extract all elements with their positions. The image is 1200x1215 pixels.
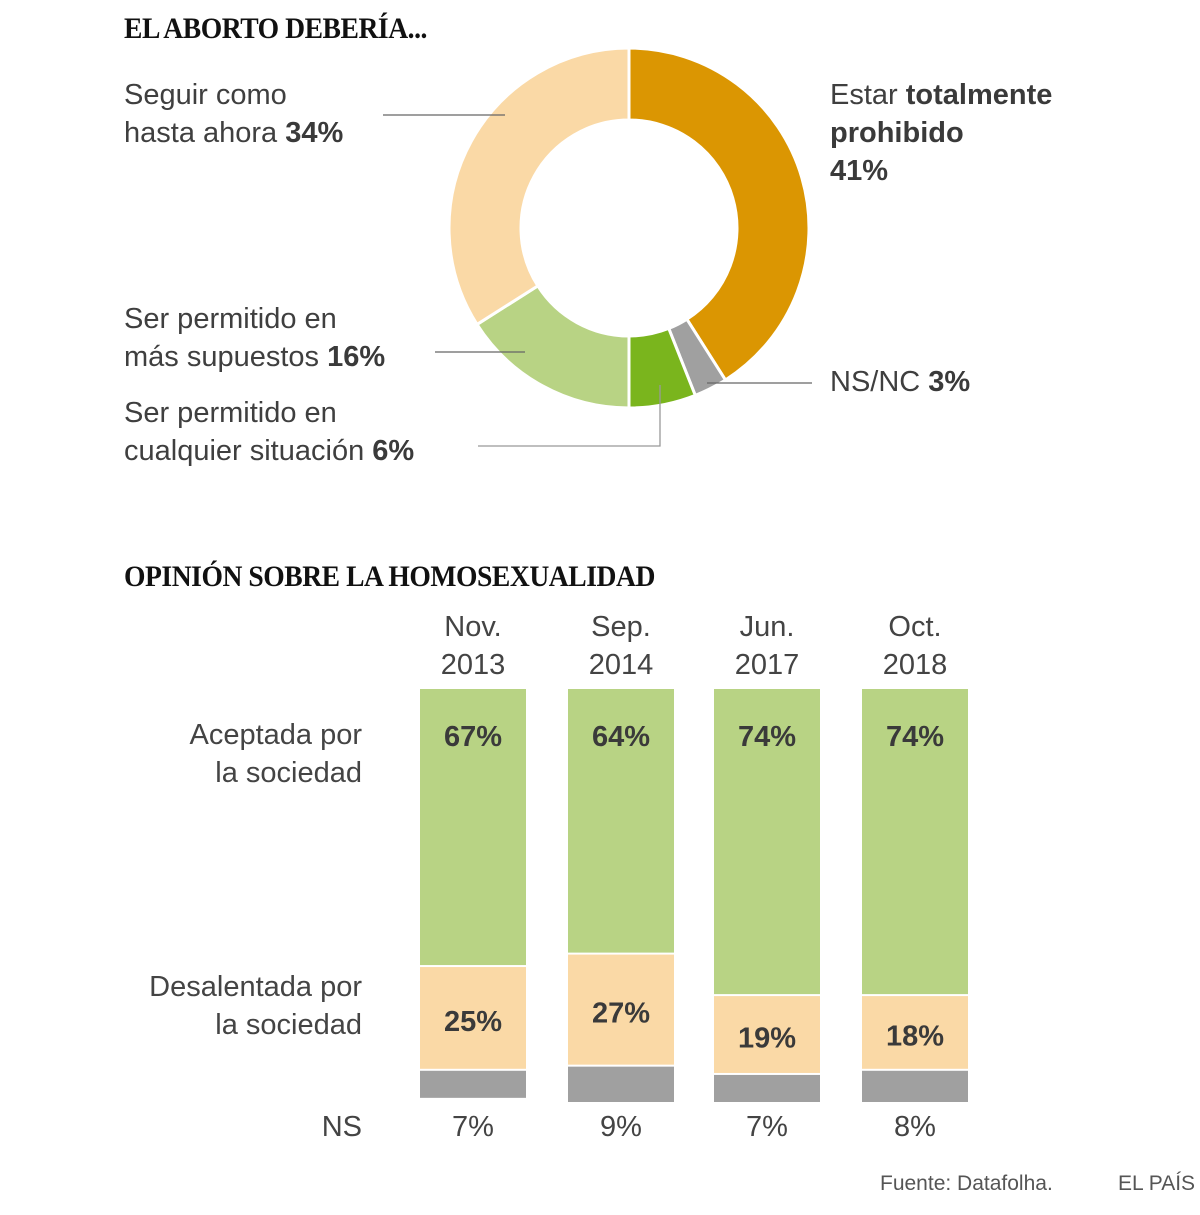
- bar-value-label-2-2: 7%: [746, 1111, 788, 1143]
- label-prohibido-pct: 41%: [830, 155, 889, 187]
- label-supuestos-line2: más supuestos: [124, 341, 328, 373]
- category-label-line2: 2017: [735, 649, 800, 681]
- label-nsnc-plain: NS/NC: [830, 366, 929, 398]
- bar-segment-0-1: [568, 689, 674, 953]
- bar-segment-1-1: [568, 954, 674, 1065]
- label-supuestos-line1: Ser permitido en: [124, 303, 337, 335]
- series-labels: Aceptada por la sociedad Desalentada por la…: [149, 719, 362, 1143]
- label-seguir: Seguir como hasta ahora 34%: [124, 76, 343, 152]
- donut-slice-0: [627, 46, 811, 383]
- bar-value-labels: 67% 25% 7% 64% 27% 9% 74% 19% 7% 74% 18% 8%: [444, 721, 944, 1143]
- bar-segment-0-2: [714, 689, 820, 995]
- label-supuestos: Ser permitido en más supuestos 16%: [124, 300, 385, 376]
- label-cualquier: Ser permitido en cualquier situación 6%: [124, 394, 414, 470]
- source-note: Fuente: Datafolha.: [880, 1172, 1053, 1195]
- donut-chart: [383, 46, 812, 447]
- donut-chart-title: EL ABORTO DEBERÍA...: [124, 12, 427, 45]
- bar-segments: [420, 689, 968, 1102]
- bar-value-label-2-3: 8%: [894, 1111, 936, 1143]
- leader-lines: [383, 114, 812, 447]
- bar-segment-0-0: [420, 689, 526, 966]
- label-seguir-line1: Seguir como: [124, 79, 287, 111]
- label-supuestos-pct: 16%: [327, 341, 386, 373]
- bar-chart-title: OPINIÓN SOBRE LA HOMOSEXUALIDAD: [124, 560, 655, 593]
- category-label-line1: Sep.: [591, 611, 651, 643]
- bar-segment-1-0: [420, 967, 526, 1069]
- series-label-line1: Aceptada por: [189, 719, 362, 751]
- label-nsnc-pct: 3%: [928, 366, 971, 398]
- bar-value-label-0-2: 74%: [738, 721, 796, 753]
- bar-value-label-1-3: 18%: [886, 1020, 944, 1052]
- bar-value-label-1-1: 27%: [592, 998, 650, 1030]
- label-seguir-pct: 34%: [285, 117, 344, 149]
- leader-cualquier: [478, 385, 661, 447]
- category-label-line2: 2018: [883, 649, 948, 681]
- bar-value-label-0-3: 74%: [886, 721, 944, 753]
- category-labels: Nov. 2013 Sep. 2014 Jun. 2017 Oct. 2018: [441, 611, 948, 681]
- label-cualquier-line2: cualquier situación: [124, 435, 373, 467]
- bar-segment-0-3: [862, 689, 968, 995]
- bar-segment-1-2: [714, 996, 820, 1073]
- bar-value-label-0-1: 64%: [592, 721, 650, 753]
- series-label-line2: la sociedad: [215, 1009, 362, 1041]
- bar-segment-2-3: [862, 1070, 968, 1102]
- brand-label: EL PAÍS: [1118, 1172, 1196, 1195]
- bar-segment-2-0: [420, 1070, 526, 1098]
- label-prohibido: Estar totalmente prohibido 41%: [830, 76, 1052, 190]
- bar-segment-1-3: [862, 996, 968, 1069]
- category-label-line1: Nov.: [444, 611, 501, 643]
- bar-value-label-0-0: 67%: [444, 721, 502, 753]
- donut-slice-4: [447, 46, 631, 327]
- label-cualquier-pct: 6%: [372, 435, 415, 467]
- series-label-line1: Desalentada por: [149, 971, 362, 1003]
- bar-segment-2-2: [714, 1074, 820, 1102]
- label-prohibido-bold2: prohibido: [830, 117, 964, 149]
- bar-segment-2-1: [568, 1066, 674, 1102]
- label-nsnc: NS/NC 3%: [830, 363, 970, 401]
- series-label-line2: la sociedad: [215, 757, 362, 789]
- bar-value-label-1-0: 25%: [444, 1006, 502, 1038]
- bar-value-label-1-2: 19%: [738, 1023, 796, 1055]
- bar-value-label-2-0: 7%: [452, 1111, 494, 1143]
- label-prohibido-plain: Estar: [830, 79, 906, 111]
- category-label-line2: 2014: [589, 649, 654, 681]
- series-label-line1: NS: [322, 1111, 362, 1143]
- category-label-line2: 2013: [441, 649, 506, 681]
- label-prohibido-bold1: totalmente: [905, 79, 1053, 111]
- donut-slices: [447, 46, 811, 410]
- category-label-line1: Oct.: [888, 611, 941, 643]
- label-seguir-line2: hasta ahora: [124, 117, 286, 149]
- category-label-line1: Jun.: [740, 611, 795, 643]
- label-cualquier-line1: Ser permitido en: [124, 397, 337, 429]
- bar-value-label-2-1: 9%: [600, 1111, 642, 1143]
